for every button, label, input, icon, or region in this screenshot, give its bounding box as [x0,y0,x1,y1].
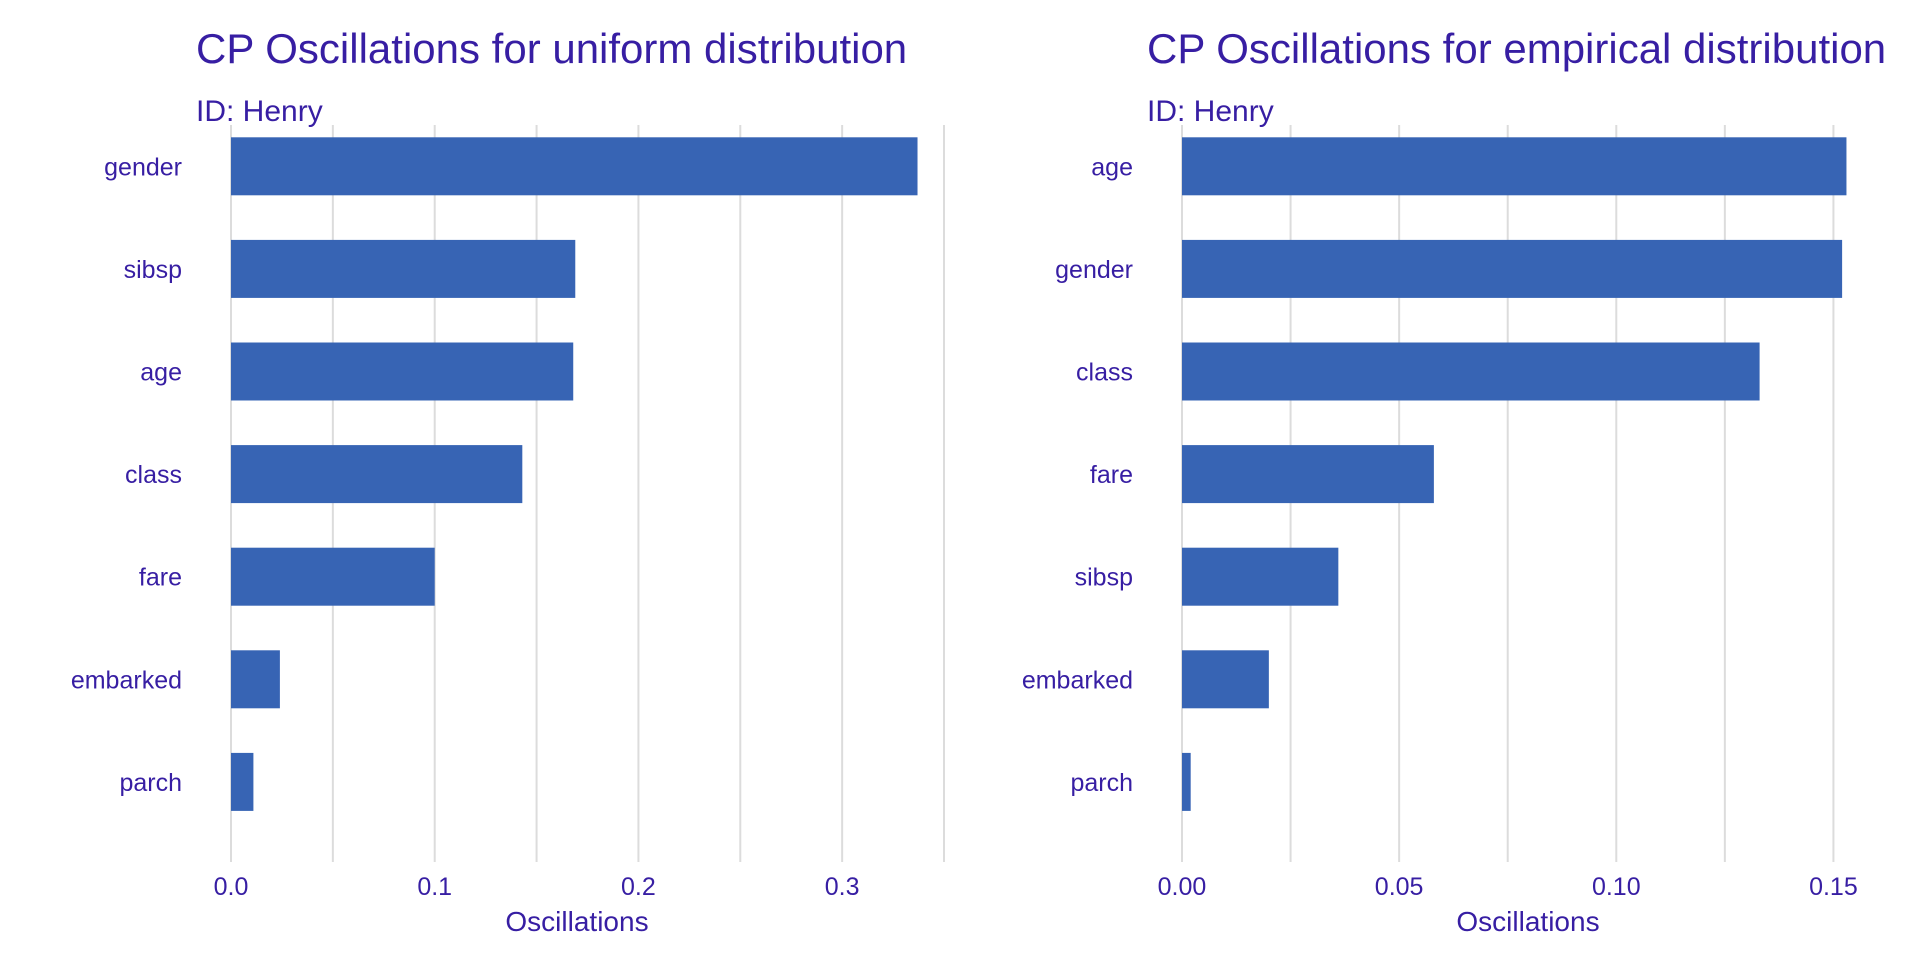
bar [1182,342,1760,401]
category-label: class [125,461,182,489]
tick-label: 0.10 [1592,873,1641,901]
tick-labels: 0.00 0.05 0.10 0.15 [1158,873,1858,901]
tick-label: 0.1 [417,873,452,901]
category-label: parch [1070,769,1133,797]
chart-title: CP Oscillations for uniform distribution [196,25,908,72]
bar [1182,547,1339,606]
bar [1182,752,1191,811]
category-labels: age gender class fare sibsp embarked parch [1022,153,1133,797]
bar [231,342,574,401]
chart-subtitle: ID: Henry [1147,95,1274,128]
tick-label: 0.0 [214,873,249,901]
bar [231,547,435,606]
bar [1182,239,1843,298]
bar [231,650,280,709]
category-label: class [1076,359,1133,387]
chart-title: CP Oscillations for empirical distributi… [1147,25,1887,72]
chart-panel-uniform: CP Oscillations for uniform distribution… [71,25,945,937]
category-label: fare [139,564,182,592]
bar [1182,445,1434,504]
tick-labels: 0.0 0.1 0.2 0.3 [214,873,860,901]
category-label: age [140,359,182,387]
category-label: gender [1055,256,1133,284]
tick-label: 0.2 [621,873,656,901]
tick-label: 0.05 [1375,873,1424,901]
x-axis-label: Oscillations [505,906,648,937]
plot-area: gender sibsp age class fare embarked parch 0.0… [71,125,945,937]
tick-label: 0.15 [1809,873,1858,901]
bar [1182,137,1847,196]
category-label: embarked [1022,666,1133,694]
chart-panel-empirical: CP Oscillations for empirical distributi… [960,0,1920,960]
bar [231,137,918,196]
category-label: sibsp [1075,564,1133,592]
chart-subtitle: ID: Henry [196,95,323,128]
tick-label: 0.00 [1158,873,1207,901]
bars [1182,137,1847,811]
category-label: parch [119,769,182,797]
x-axis-label: Oscillations [1456,906,1599,937]
category-label: gender [104,153,182,181]
bar [231,445,523,504]
bar [1182,650,1269,709]
category-labels: gender sibsp age class fare embarked parch [71,153,182,797]
category-label: sibsp [124,256,182,284]
category-label: embarked [71,666,182,694]
plot-area: age gender class fare sibsp embarked parch 0.0… [1022,125,1858,937]
bars [231,137,918,811]
category-label: fare [1090,461,1133,489]
tick-label: 0.3 [825,873,860,901]
bar [231,752,254,811]
category-label: age [1091,153,1133,181]
bar [231,239,576,298]
